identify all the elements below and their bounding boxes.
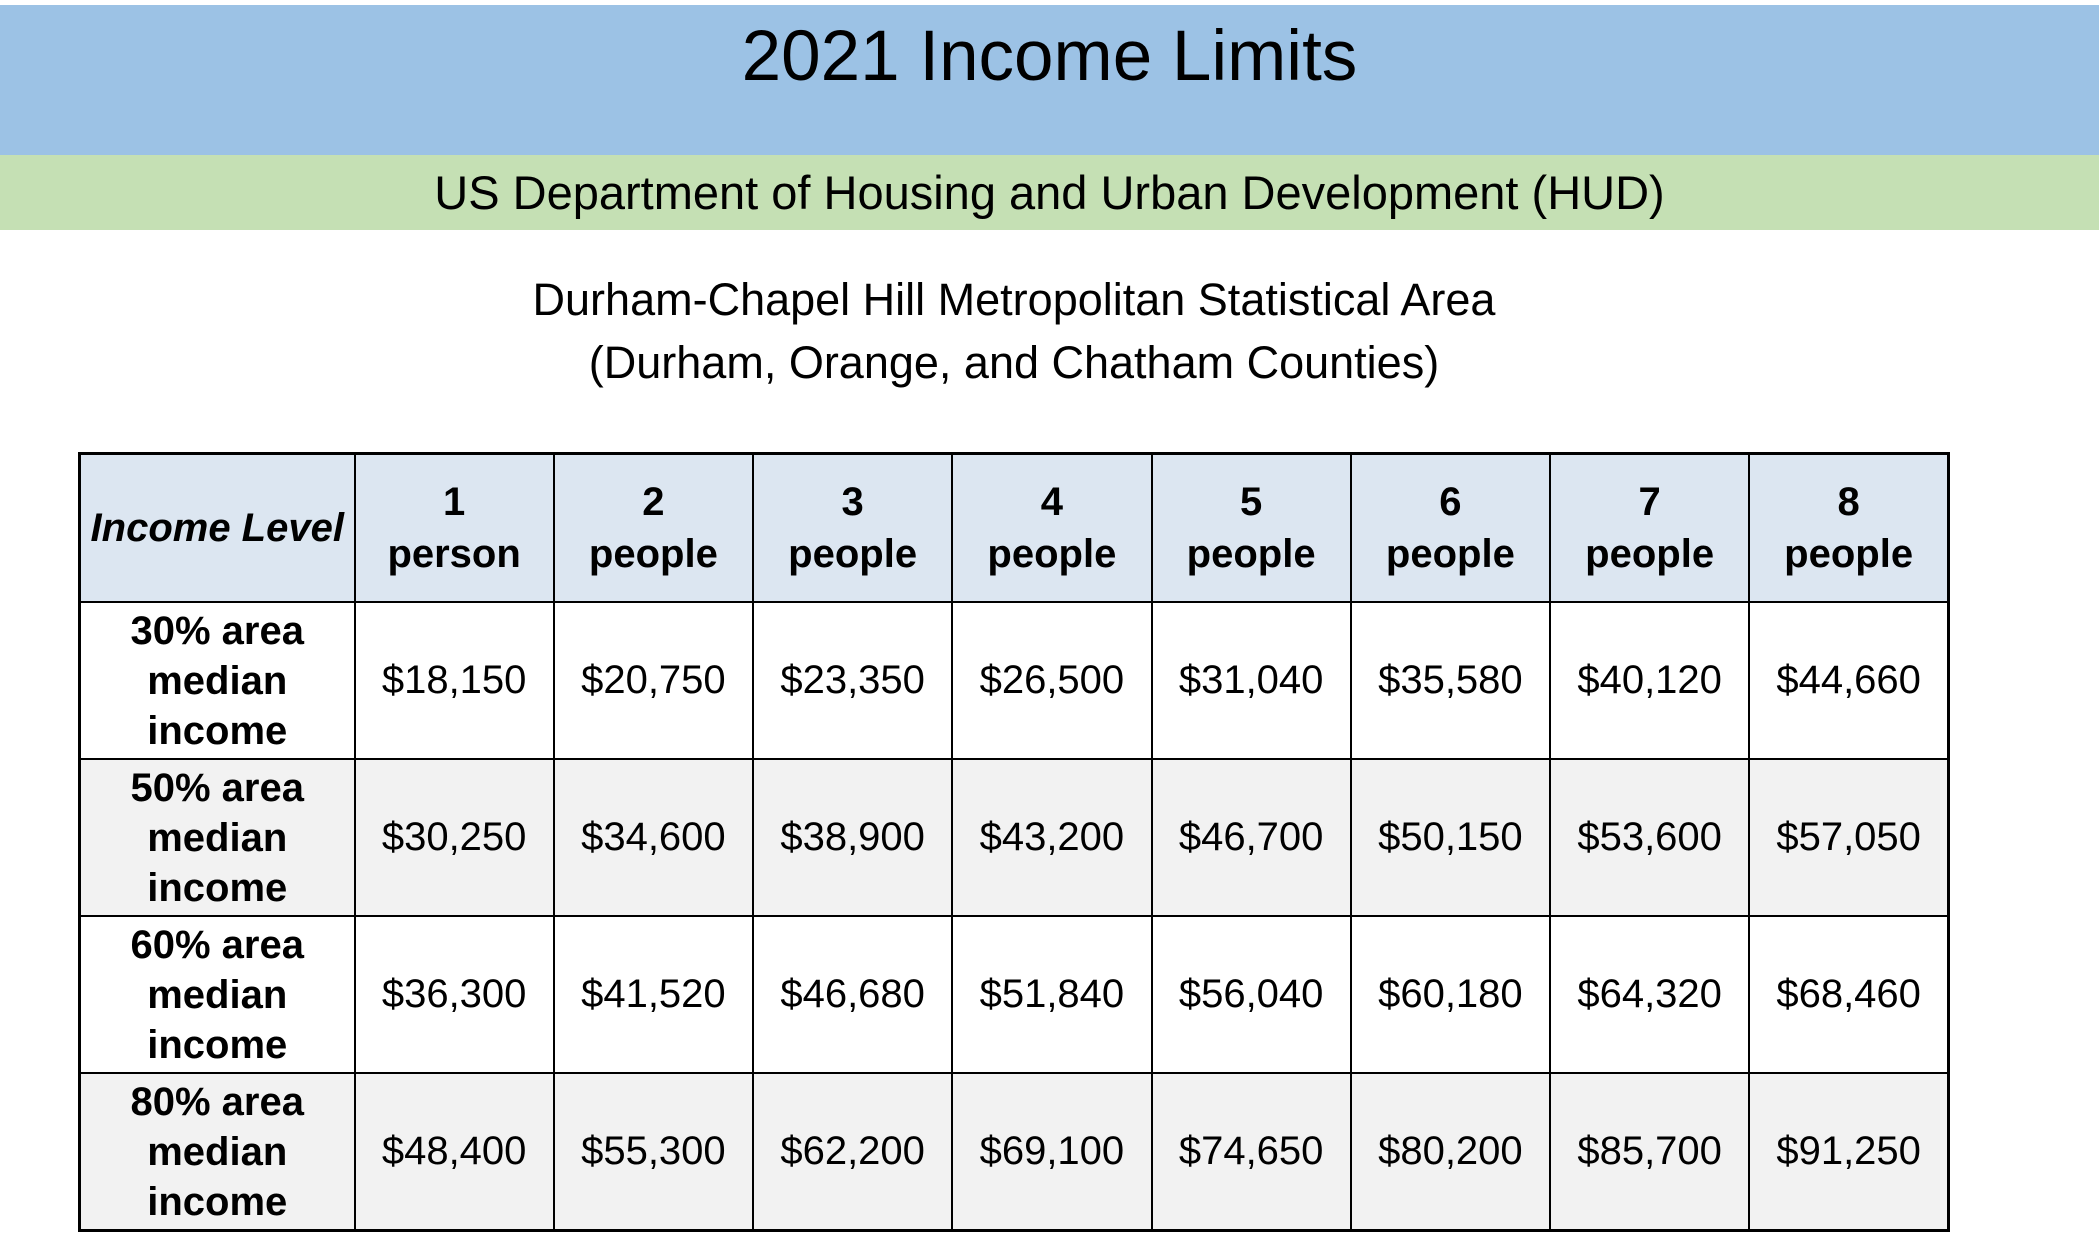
income-value-cell: $68,460 (1748, 915, 1950, 1074)
income-value-cell: $64,320 (1548, 915, 1751, 1074)
income-value-cell: $60,180 (1349, 915, 1552, 1074)
row-header-60pct-ami: 60% area median income (78, 915, 356, 1074)
income-value-cell: $74,650 (1150, 1072, 1352, 1232)
row-label-line: 30% area (130, 608, 304, 653)
household-size-count: 7 (1638, 480, 1661, 524)
row-label-line: median (147, 972, 288, 1017)
column-header-2-people: 2 people (552, 452, 755, 603)
income-value-cell: $46,680 (751, 915, 954, 1074)
corner-header-income-level: Income Level (78, 452, 356, 603)
income-value-cell: $56,040 (1150, 915, 1352, 1074)
column-header-5-people: 5 people (1150, 452, 1352, 603)
income-value-cell: $55,300 (552, 1072, 755, 1232)
income-value-cell: $26,500 (951, 601, 1153, 760)
income-value-cell: $41,520 (552, 915, 755, 1074)
row-label-line: income (147, 708, 288, 753)
income-value-cell: $31,040 (1150, 601, 1352, 760)
area-title-line1: Durham-Chapel Hill Metropolitan Statisti… (532, 274, 1496, 325)
income-value-cell: $50,150 (1349, 758, 1552, 917)
income-value-cell: $20,750 (552, 601, 755, 760)
income-value-cell: $23,350 (751, 601, 954, 760)
household-size-unit: people (788, 532, 918, 576)
household-size-unit: people (1385, 532, 1515, 576)
income-value-cell: $38,900 (751, 758, 954, 917)
table-row-60pct-ami: 60% area median income $36,300 $41,520 $… (78, 915, 1950, 1074)
department-title: US Department of Housing and Urban Devel… (434, 166, 1665, 219)
row-label-line: income (147, 865, 288, 910)
table-row-30pct-ami: 30% area median income $18,150 $20,750 $… (78, 601, 1950, 760)
household-size-count: 3 (841, 480, 864, 524)
column-header-1-person: 1 person (353, 452, 555, 603)
row-label-line: income (147, 1179, 288, 1224)
household-size-unit: person (387, 532, 521, 576)
income-value-cell: $57,050 (1748, 758, 1950, 917)
household-size-unit: people (987, 532, 1117, 576)
area-title-line2: (Durham, Orange, and Chatham Counties) (588, 337, 1440, 388)
column-header-3-people: 3 people (751, 452, 954, 603)
income-value-cell: $91,250 (1748, 1072, 1950, 1232)
title-band: 2021 Income Limits (0, 5, 2099, 155)
row-header-80pct-ami: 80% area median income (78, 1072, 356, 1232)
row-label-line: 60% area (130, 922, 304, 967)
row-header-30pct-ami: 30% area median income (78, 601, 356, 760)
row-label-line: 80% area (130, 1079, 304, 1124)
household-size-count: 5 (1240, 480, 1263, 524)
income-value-cell: $43,200 (951, 758, 1153, 917)
income-value-cell: $34,600 (552, 758, 755, 917)
household-size-count: 4 (1040, 480, 1063, 524)
department-band: US Department of Housing and Urban Devel… (0, 155, 2099, 230)
household-size-count: 2 (642, 480, 665, 524)
household-size-count: 6 (1439, 480, 1462, 524)
row-label-line: median (147, 1129, 288, 1174)
table-row-50pct-ami: 50% area median income $30,250 $34,600 $… (78, 758, 1950, 917)
column-header-8-people: 8 people (1748, 452, 1950, 603)
household-size-unit: people (1784, 532, 1914, 576)
income-value-cell: $18,150 (353, 601, 555, 760)
page-title: 2021 Income Limits (741, 17, 1358, 96)
income-value-cell: $53,600 (1548, 758, 1751, 917)
income-value-cell: $85,700 (1548, 1072, 1751, 1232)
row-label-line: median (147, 815, 288, 860)
household-size-unit: people (588, 532, 718, 576)
household-size-count: 8 (1837, 480, 1860, 524)
household-size-unit: people (1585, 532, 1715, 576)
column-header-7-people: 7 people (1548, 452, 1751, 603)
income-value-cell: $51,840 (951, 915, 1153, 1074)
household-size-count: 1 (443, 480, 466, 524)
area-title: Durham-Chapel Hill Metropolitan Statisti… (78, 268, 1950, 394)
income-value-cell: $46,700 (1150, 758, 1352, 917)
table-header-row: Income Level 1 person 2 people 3 (78, 452, 1950, 603)
row-header-50pct-ami: 50% area median income (78, 758, 356, 917)
column-header-4-people: 4 people (951, 452, 1153, 603)
income-value-cell: $62,200 (751, 1072, 954, 1232)
row-label-line: 50% area (130, 765, 304, 810)
row-label-line: income (147, 1022, 288, 1067)
column-header-6-people: 6 people (1349, 452, 1552, 603)
income-value-cell: $35,580 (1349, 601, 1552, 760)
table-row-80pct-ami: 80% area median income $48,400 $55,300 $… (78, 1072, 1950, 1232)
income-value-cell: $36,300 (353, 915, 555, 1074)
income-value-cell: $48,400 (353, 1072, 555, 1232)
income-value-cell: $44,660 (1748, 601, 1950, 760)
household-size-unit: people (1186, 532, 1316, 576)
income-value-cell: $40,120 (1548, 601, 1751, 760)
income-value-cell: $80,200 (1349, 1072, 1552, 1232)
income-value-cell: $30,250 (353, 758, 555, 917)
income-value-cell: $69,100 (951, 1072, 1153, 1232)
income-limits-table: Income Level 1 person 2 people 3 (78, 452, 1950, 1232)
row-label-line: median (147, 658, 288, 703)
